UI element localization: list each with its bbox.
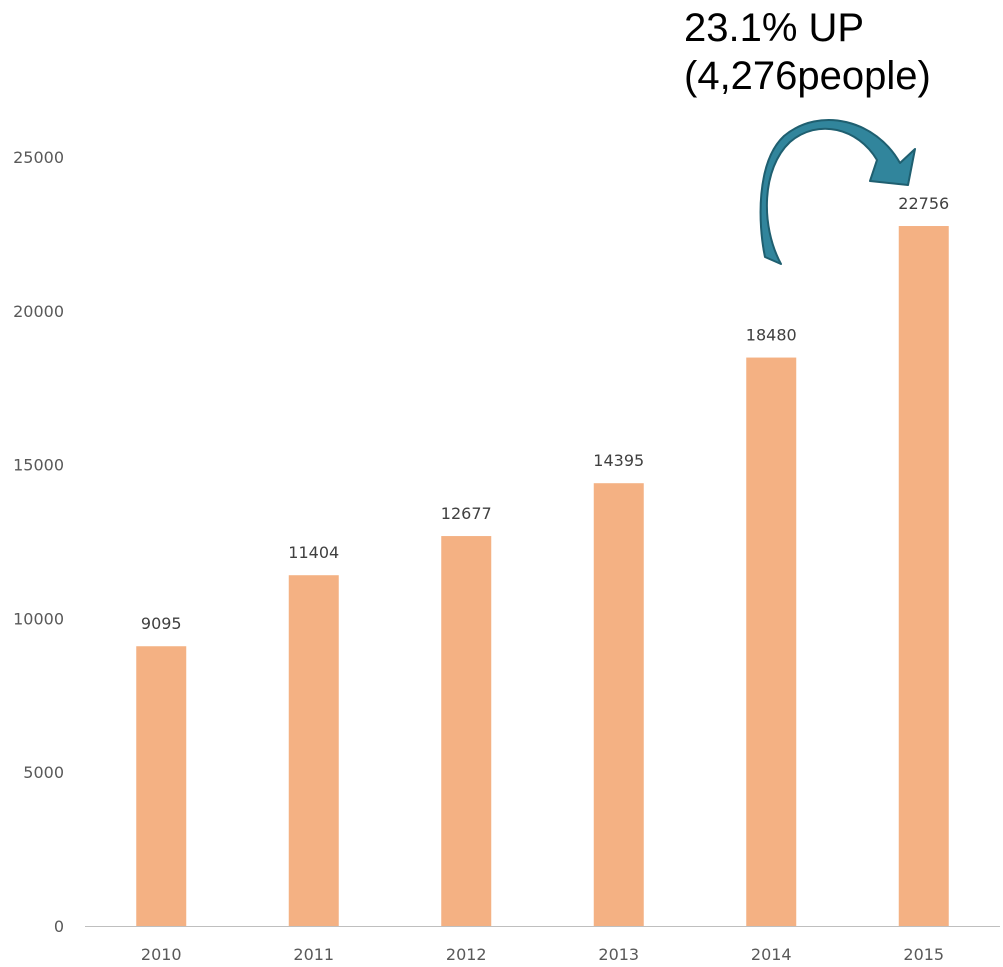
- bar-value-label: 9095: [141, 614, 182, 633]
- growth-annotation-people: (4,276people): [684, 54, 931, 98]
- bar-value-label: 12677: [441, 504, 492, 523]
- y-tick-label: 20000: [13, 302, 64, 321]
- x-tick-label: 2012: [446, 945, 487, 964]
- growth-arrow: [759, 119, 916, 265]
- data-labels: 9095 11404 12677 14395 18480 22756: [141, 194, 949, 633]
- x-tick-label: 2015: [903, 945, 944, 964]
- x-axis-tick-labels: 2010 2011 2012 2013 2014 2015: [141, 945, 944, 964]
- bars: [136, 226, 949, 927]
- bar: [746, 357, 797, 927]
- bar: [441, 536, 492, 926]
- curved-arrow-icon: [759, 119, 916, 265]
- growth-annotation-percent: 23.1% UP: [684, 6, 865, 50]
- y-tick-label: 0: [54, 917, 64, 936]
- x-tick-label: 2011: [293, 945, 334, 964]
- bar: [136, 646, 187, 926]
- y-tick-label: 10000: [13, 609, 64, 628]
- y-tick-label: 15000: [13, 456, 64, 475]
- bar: [898, 226, 949, 926]
- bar-value-label: 11404: [288, 543, 339, 562]
- bar: [288, 575, 339, 926]
- y-tick-label: 5000: [23, 763, 64, 782]
- x-tick-label: 2010: [141, 945, 182, 964]
- x-tick-label: 2014: [751, 945, 792, 964]
- y-axis-tick-labels: 0 5000 10000 15000 20000 25000: [13, 148, 64, 936]
- x-tick-label: 2013: [598, 945, 639, 964]
- bar-value-label: 14395: [593, 451, 644, 470]
- growth-annotation: 23.1% UP (4,276people): [684, 4, 931, 100]
- bar-value-label: 18480: [746, 326, 797, 345]
- bar-value-label: 22756: [898, 194, 949, 213]
- y-tick-label: 25000: [13, 148, 64, 167]
- bar: [593, 483, 644, 926]
